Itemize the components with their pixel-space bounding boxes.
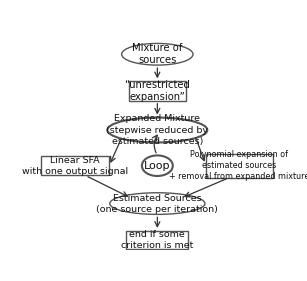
Ellipse shape [107,117,207,142]
Text: Loop: Loop [144,161,171,171]
Text: end if some
criterion is met: end if some criterion is met [121,230,193,250]
Bar [205,154,273,178]
Text: Linear SFA
with one output signal: Linear SFA with one output signal [22,156,128,176]
Ellipse shape [122,44,193,65]
Bar [129,81,186,101]
Text: Polynomial expansion of
estimated sources
+ removal from expanded mixture: Polynomial expansion of estimated source… [169,150,307,181]
Text: “unrestricted
expansion”: “unrestricted expansion” [124,80,190,102]
Bar [126,231,188,249]
Ellipse shape [110,193,205,214]
Text: Mixture of
sources: Mixture of sources [132,43,183,65]
Bar [41,156,109,175]
Text: Expanded Mixture
(stepwise reduced by
estimated sources): Expanded Mixture (stepwise reduced by es… [106,114,208,146]
Text: Estimated Sources
(one source per iteration): Estimated Sources (one source per iterat… [96,194,218,214]
Ellipse shape [142,155,173,176]
